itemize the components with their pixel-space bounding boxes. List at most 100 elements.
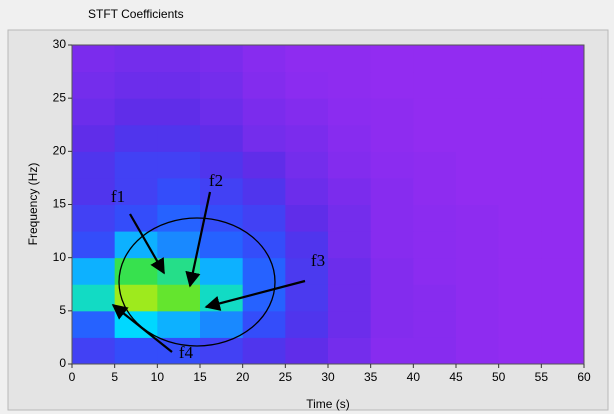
heatmap-cell — [541, 257, 585, 285]
heatmap-cell — [328, 257, 372, 285]
x-tick-label: 15 — [193, 370, 207, 384]
heatmap-cell — [285, 257, 329, 285]
heatmap-cell — [541, 231, 585, 259]
x-tick-label: 25 — [279, 370, 293, 384]
heatmap-cell — [72, 98, 116, 126]
heatmap-cell — [328, 177, 372, 205]
heatmap-cell — [413, 151, 457, 179]
heatmap-cell — [72, 45, 116, 73]
heatmap-cell — [114, 204, 158, 232]
heatmap-cell — [157, 284, 201, 312]
y-tick-label: 30 — [53, 37, 67, 51]
heatmap-cell — [541, 45, 585, 73]
heatmap-cell — [157, 310, 201, 338]
heatmap-cell — [456, 98, 500, 126]
heatmap-cell — [157, 151, 201, 179]
heatmap-cell — [328, 310, 372, 338]
annotation-arrow — [129, 213, 165, 275]
heatmap-cell — [370, 45, 414, 73]
heatmap-cell — [370, 231, 414, 259]
heatmap-cell — [413, 177, 457, 205]
heatmap-cell — [456, 204, 500, 232]
heatmap-cell — [370, 151, 414, 179]
heatmap-cell — [456, 124, 500, 152]
heatmap-cell — [157, 71, 201, 99]
heatmap-cell — [242, 204, 286, 232]
heatmap-cell — [72, 337, 116, 365]
heatmap-cell — [114, 231, 158, 259]
heatmap-cell — [456, 337, 500, 365]
heatmap-cell — [456, 231, 500, 259]
heatmap-cell — [370, 257, 414, 285]
heatmap-cell — [498, 177, 542, 205]
heatmap-cell — [328, 71, 372, 99]
heatmap-cell — [498, 284, 542, 312]
heatmap-cell — [456, 177, 500, 205]
heatmap-cell — [498, 257, 542, 285]
heatmap-cell — [72, 124, 116, 152]
heatmap-cell — [242, 337, 286, 365]
x-tick-label: 45 — [449, 370, 463, 384]
heatmap-cell — [72, 151, 116, 179]
heatmap-cell — [285, 337, 329, 365]
heatmap-cell — [200, 231, 244, 259]
heatmap-cell — [370, 177, 414, 205]
heatmap-cell — [370, 71, 414, 99]
heatmap-cell — [498, 204, 542, 232]
heatmap-cell — [413, 98, 457, 126]
y-tick-label: 0 — [59, 356, 66, 370]
heatmap-cell — [72, 257, 116, 285]
heatmap-cell — [242, 45, 286, 73]
x-tick-label: 0 — [69, 370, 76, 384]
heatmap-cell — [285, 98, 329, 126]
x-tick-label: 50 — [492, 370, 506, 384]
heatmap-cell — [72, 71, 116, 99]
heatmap-cell — [72, 204, 116, 232]
heatmap-cell — [328, 204, 372, 232]
x-tick-label: 40 — [407, 370, 421, 384]
heatmap-cell — [328, 98, 372, 126]
heatmap-cell — [370, 204, 414, 232]
heatmap-cell — [541, 204, 585, 232]
heatmap-cell — [541, 98, 585, 126]
heatmap-cell — [114, 257, 158, 285]
highlight-ellipse — [118, 217, 276, 347]
heatmap-cell — [541, 177, 585, 205]
heatmap-cell — [498, 71, 542, 99]
heatmap-cell — [370, 98, 414, 126]
heatmap-cell — [413, 71, 457, 99]
annotation: f4 — [179, 343, 194, 362]
heatmap-cell — [498, 98, 542, 126]
x-tick-label: 5 — [111, 370, 118, 384]
heatmap-cell — [72, 310, 116, 338]
annotation: f3 — [311, 251, 325, 270]
heatmap-cell — [200, 71, 244, 99]
heatmap-cell — [242, 257, 286, 285]
heatmap-cell — [285, 231, 329, 259]
heatmap-cell — [541, 284, 585, 312]
y-tick-label: 5 — [59, 303, 66, 317]
heatmap-cell — [541, 310, 585, 338]
heatmap-cell — [498, 151, 542, 179]
heatmap-cell — [370, 124, 414, 152]
heatmap-cell — [328, 151, 372, 179]
annotation: f1 — [111, 187, 125, 206]
heatmap-cell — [285, 177, 329, 205]
heatmap-cell — [242, 177, 286, 205]
heatmap-cell — [200, 337, 244, 365]
heatmap-cell — [456, 71, 500, 99]
annotation-arrow — [185, 191, 212, 288]
heatmap-cell — [285, 310, 329, 338]
heatmap-cell — [328, 337, 372, 365]
y-axis-label: Frequency (Hz) — [26, 163, 40, 246]
heatmap-cell — [413, 257, 457, 285]
y-tick-label: 20 — [53, 144, 67, 158]
annotation-arrow — [204, 279, 306, 311]
heatmap-cell — [285, 284, 329, 312]
heatmap-cell — [413, 124, 457, 152]
heatmap-cell — [498, 337, 542, 365]
heatmap-cell — [413, 284, 457, 312]
heatmap-cell — [200, 124, 244, 152]
heatmap-cell — [157, 337, 201, 365]
heatmap-cell — [328, 124, 372, 152]
